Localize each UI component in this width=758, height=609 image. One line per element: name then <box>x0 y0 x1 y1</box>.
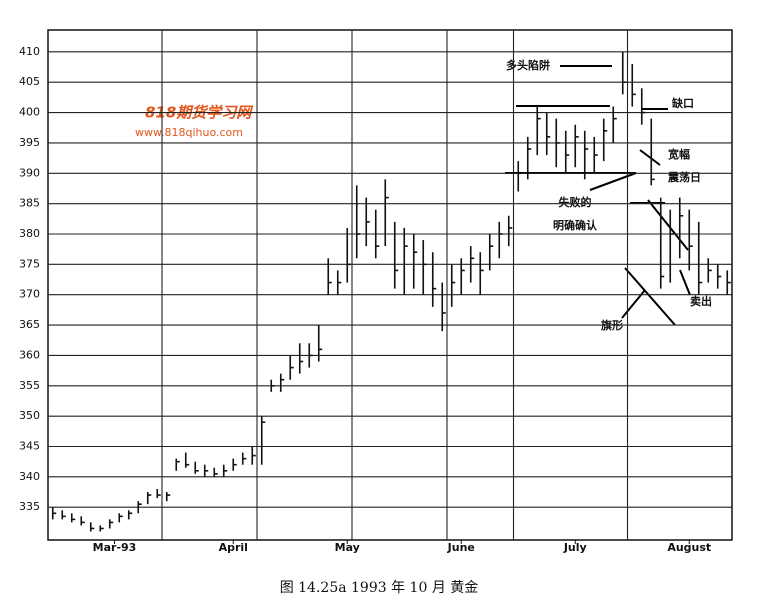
watermark-url: www.818qihuo.com <box>135 126 243 139</box>
annotation: 缺口 <box>671 96 694 110</box>
caption: 图 14.25a 1993 年 10 月 黄金 <box>280 579 479 596</box>
annotation: 失败的 <box>559 195 592 209</box>
y-tick-label: 385 <box>19 197 40 210</box>
annotation: 卖出 <box>690 294 712 308</box>
y-tick-label: 335 <box>19 500 40 513</box>
annotation: 宽幅 <box>667 147 690 161</box>
annotation: 多头陷阱 <box>506 58 550 72</box>
x-tick-label: August <box>667 541 711 554</box>
y-tick-label: 390 <box>19 166 40 179</box>
y-tick-label: 360 <box>19 348 40 361</box>
pattern-lines <box>505 65 691 326</box>
y-tick-label: 345 <box>19 440 40 453</box>
y-tick-label: 370 <box>19 288 40 301</box>
y-tick-label: 400 <box>19 106 40 119</box>
x-tick-label: Mar-93 <box>93 541 137 554</box>
x-tick-label: May <box>335 541 360 554</box>
annotation: 明确确认 <box>553 218 598 232</box>
annotation: 震荡日 <box>667 170 701 184</box>
y-tick-label: 410 <box>19 45 40 58</box>
y-tick-label: 365 <box>19 318 40 331</box>
y-tick-label: 355 <box>19 379 40 392</box>
y-tick-label: 395 <box>19 136 40 149</box>
y-tick-label: 380 <box>19 227 40 240</box>
plot-frame <box>47 29 733 541</box>
y-tick-label: 340 <box>19 470 40 483</box>
y-tick-label: 350 <box>19 409 40 422</box>
x-tick-label: April <box>219 541 248 554</box>
x-tick-label: June <box>447 541 475 554</box>
x-tick-label: July <box>563 541 587 554</box>
y-tick-label: 375 <box>19 257 40 270</box>
y-tick-label: 405 <box>19 75 40 88</box>
